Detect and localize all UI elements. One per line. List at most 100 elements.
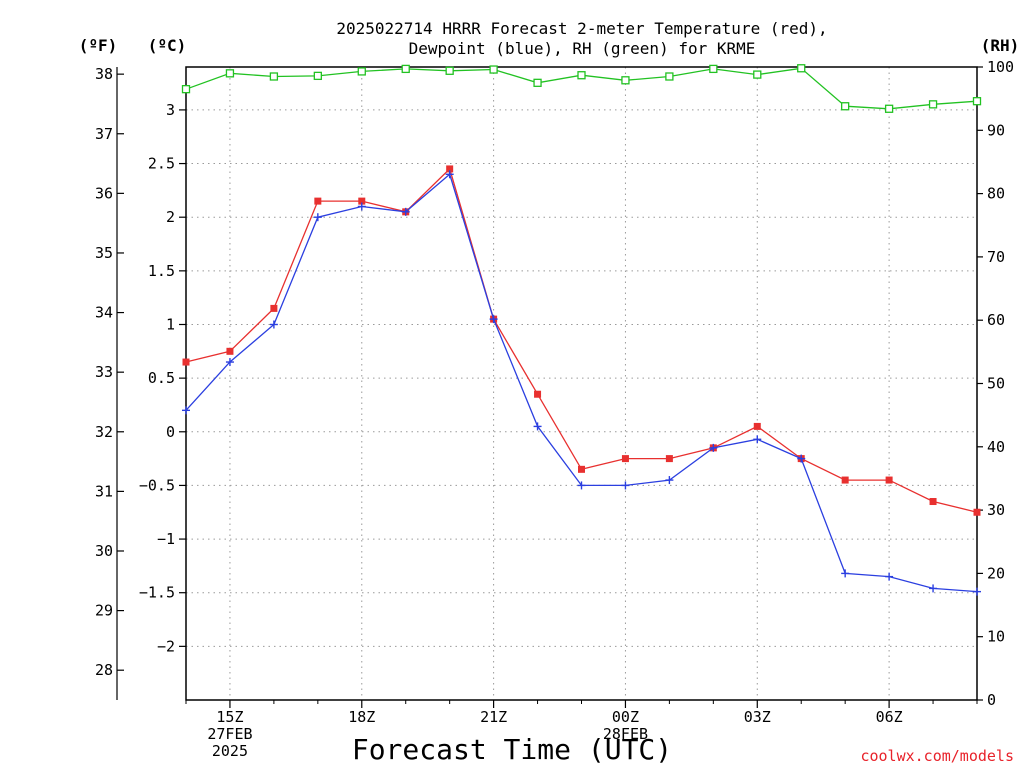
dewpoint-point <box>269 320 278 329</box>
rh-tick-label: 90 <box>987 121 1005 139</box>
rh-tick-label: 80 <box>987 185 1005 203</box>
celsius-tick-label: −0.5 <box>139 476 175 494</box>
celsius-tick-label: 0.5 <box>148 369 175 387</box>
plot-frame <box>185 66 978 701</box>
temperature-point <box>534 390 542 398</box>
dewpoint-series <box>182 170 981 596</box>
temperature-point <box>314 197 322 205</box>
rh-point <box>357 67 366 76</box>
dewpoint-point <box>709 443 718 452</box>
x-tick-label: 15Z <box>216 708 243 726</box>
celsius-tick-label: 1 <box>166 315 175 333</box>
fahrenheit-tick-label: 35 <box>95 244 113 262</box>
fahrenheit-tick-label: 34 <box>95 304 113 322</box>
temperature-point <box>929 498 937 506</box>
dewpoint-point <box>929 584 938 593</box>
temperature-point <box>753 422 761 430</box>
celsius-unit-label: (ºC) <box>148 36 187 55</box>
celsius-tick-label: 0 <box>166 423 175 441</box>
x-tick-label: 27FEB <box>207 725 252 743</box>
temperature-point <box>226 347 234 355</box>
rh-tick-label: 40 <box>987 438 1005 456</box>
fahrenheit-tick-label: 37 <box>95 125 113 143</box>
fahrenheit-unit-label: (ºF) <box>79 36 118 55</box>
rh-tick-label: 60 <box>987 311 1005 329</box>
celsius-tick-label: −1.5 <box>139 584 175 602</box>
rh-point <box>181 85 191 94</box>
rh-tick-label: 100 <box>987 58 1014 76</box>
grid <box>186 67 977 700</box>
rh-point <box>489 65 498 74</box>
dewpoint-point <box>621 481 630 490</box>
rh-point <box>445 66 454 75</box>
dewpoint-point <box>841 569 850 578</box>
dewpoint-point <box>357 202 366 211</box>
rh-point <box>841 102 850 111</box>
dewpoint-point <box>797 454 806 463</box>
fahrenheit-tick-label: 29 <box>95 602 113 620</box>
fahrenheit-tick-label: 30 <box>95 542 113 560</box>
rh-tick-label: 30 <box>987 501 1005 519</box>
temperature-line <box>185 167 978 513</box>
x-tick-label: 06Z <box>876 708 903 726</box>
dewpoint-point <box>489 315 498 324</box>
rh-point <box>797 64 806 73</box>
celsius-tick-label: 2 <box>166 208 175 226</box>
celsius-tick-label: −1 <box>157 530 175 548</box>
fahrenheit-tick-label: 31 <box>95 482 113 500</box>
fahrenheit-tick-label: 32 <box>95 423 113 441</box>
rh-point <box>621 76 630 85</box>
rh-point <box>577 71 586 80</box>
dewpoint-point <box>885 572 894 581</box>
celsius-tick-label: 2.5 <box>148 155 175 173</box>
rh-series <box>181 64 982 113</box>
fahrenheit-tick-label: 36 <box>95 184 113 202</box>
temperature-point <box>841 476 849 484</box>
rh-tick-label: 50 <box>987 375 1005 393</box>
celsius-tick-label: 3 <box>166 101 175 119</box>
temperature-point <box>665 455 673 463</box>
dewpoint-point <box>533 422 542 431</box>
rh-point <box>533 78 542 87</box>
dewpoint-point <box>665 476 674 485</box>
rh-tick-label: 10 <box>987 628 1005 646</box>
x-tick-label: 28FEB <box>603 725 648 743</box>
axes: 3 2.5 2 1.5 1 0.5 0 −0.5 −1 −1.5 −2 38 37 36 35 34 33 32 3… <box>95 58 1014 760</box>
x-tick-label: 21Z <box>480 708 507 726</box>
temperature-point <box>270 304 278 312</box>
dewpoint-point <box>182 406 190 415</box>
rh-point <box>972 97 982 106</box>
rh-tick-label: 70 <box>987 248 1005 266</box>
dewpoint-line <box>185 173 978 593</box>
temperature-point <box>358 197 366 205</box>
x-tick-label: 18Z <box>348 708 375 726</box>
chart-title-line: 2025022714 HRRR Forecast 2-meter Tempera… <box>336 19 827 38</box>
rh-point <box>709 64 718 74</box>
temperature-point <box>621 455 629 463</box>
rh-tick-label: 0 <box>987 691 996 709</box>
temperature-point <box>182 358 190 366</box>
celsius-tick-label: 1.5 <box>148 262 175 280</box>
chart-title-line: Dewpoint (blue), RH (green) for KRME <box>409 39 756 58</box>
dewpoint-point <box>225 358 234 367</box>
x-axis-title: Forecast Time (UTC) <box>352 733 672 766</box>
rh-point <box>401 64 410 74</box>
chart-title: 2025022714 HRRR Forecast 2-meter Tempera… <box>336 19 827 58</box>
temperature-point <box>446 165 454 173</box>
temperature-series <box>182 165 981 516</box>
rh-point <box>313 71 322 81</box>
watermark: coolwx.com/models <box>860 747 1014 765</box>
dewpoint-point <box>313 213 322 222</box>
dewpoint-point <box>577 481 586 490</box>
fahrenheit-tick-label: 38 <box>95 65 113 83</box>
rh-point <box>269 72 279 81</box>
fahrenheit-tick-label: 28 <box>95 661 113 679</box>
series <box>181 64 982 596</box>
dewpoint-point <box>445 170 454 179</box>
rh-unit-label: (RH) <box>981 36 1020 55</box>
x-tick-label: 00Z <box>612 708 639 726</box>
x-tick-label: 2025 <box>212 742 248 760</box>
rh-point <box>665 72 674 81</box>
rh-point <box>753 70 762 79</box>
